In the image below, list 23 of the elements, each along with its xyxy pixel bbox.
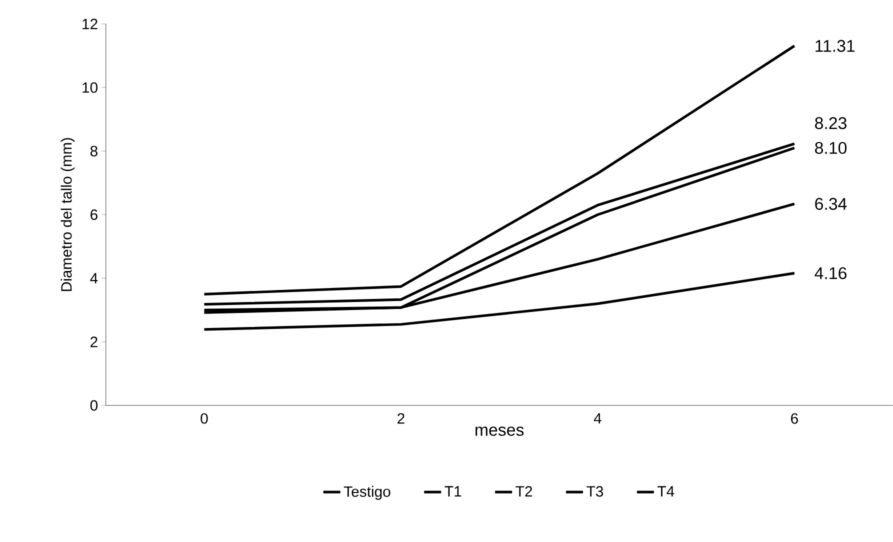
legend-label: Testigo	[344, 486, 390, 500]
data-label: 8.10	[815, 142, 847, 154]
x-tick-label: 0	[200, 413, 208, 424]
y-tick-label: 6	[90, 209, 98, 220]
legend-label: T4	[658, 486, 674, 496]
x-tick-label: 6	[791, 413, 798, 424]
y-tick-label: 2	[90, 336, 98, 347]
y-tick-label: 0	[90, 400, 98, 411]
legend-label: T2	[516, 486, 532, 496]
legend-label: T1	[444, 486, 462, 496]
y-axis-title: Diametro del tallo (mm)	[60, 138, 75, 291]
data-label: 11.31	[816, 40, 855, 52]
x-axis-title: meses	[476, 426, 524, 436]
y-tick-label: 12	[82, 18, 98, 30]
x-tick-label: 4	[594, 413, 602, 424]
data-label: 6.34	[815, 198, 847, 210]
x-tick-label: 2	[398, 413, 404, 424]
y-tick-label: 10	[82, 82, 98, 93]
y-tick-label: 8	[90, 146, 98, 156]
data-label: 8.23	[815, 117, 846, 130]
legend-label: T3	[586, 486, 604, 497]
data-label: 4.16	[814, 267, 846, 280]
y-tick-label: 4	[90, 273, 98, 284]
